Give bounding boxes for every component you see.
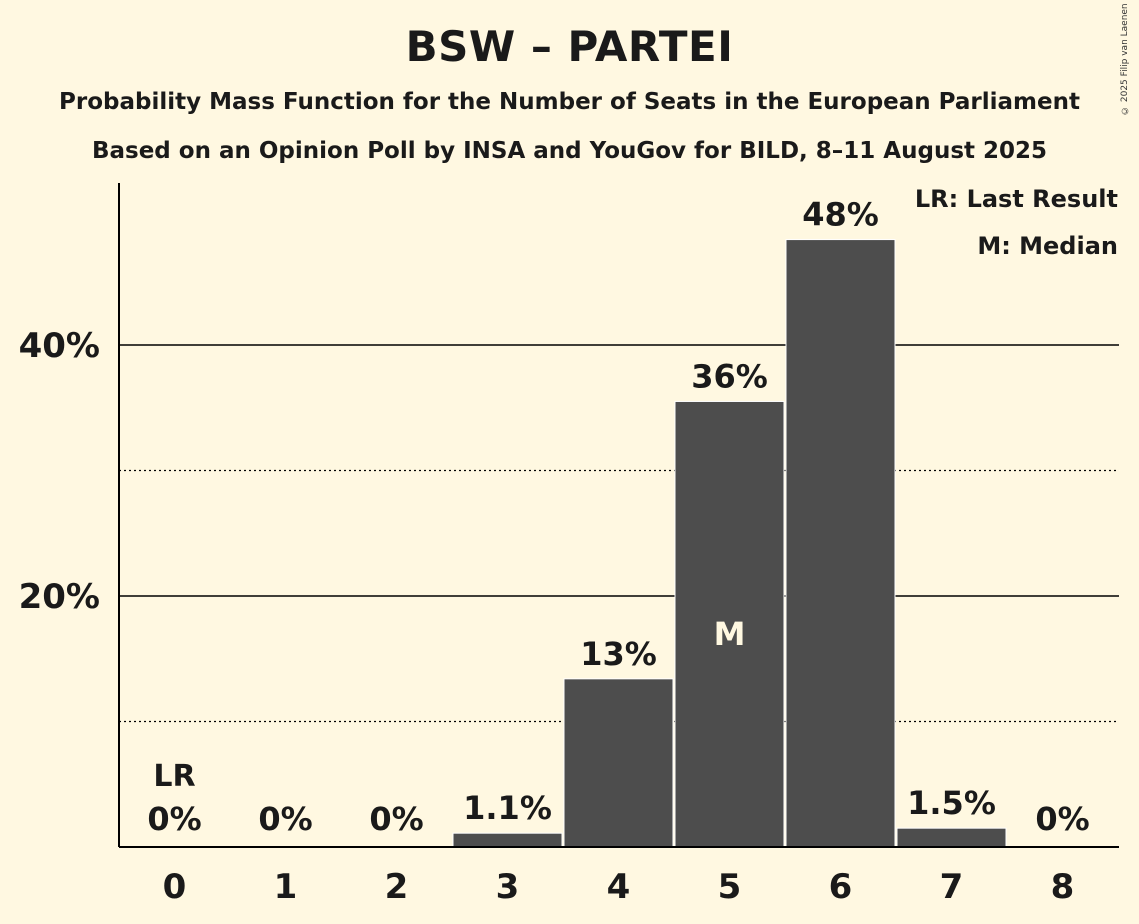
legend-median: M: Median (977, 232, 1118, 260)
x-tick-label: 5 (718, 867, 742, 907)
bar-value-label: 0% (1035, 800, 1089, 838)
bar-value-label: 36% (691, 357, 768, 395)
median-marker: M (714, 615, 746, 653)
x-tick-label: 3 (496, 867, 520, 907)
bar-value-label: 48% (802, 196, 879, 234)
bar-value-label: 0% (369, 800, 423, 838)
x-tick-label: 0 (163, 867, 187, 907)
chart-subtitle: Probability Mass Function for the Number… (59, 89, 1080, 115)
bar-value-label: 1.5% (907, 784, 996, 822)
bar-value-label: 13% (580, 635, 657, 673)
bar-value-label: 0% (147, 800, 201, 838)
chart-title: BSW – PARTEI (405, 22, 734, 71)
y-tick-label: 20% (19, 577, 100, 617)
bar-7 (896, 827, 1007, 848)
bar-value-label: 0% (258, 800, 312, 838)
x-tick-label: 6 (829, 867, 853, 907)
x-tick-label: 8 (1051, 867, 1075, 907)
bar-4 (563, 678, 674, 848)
y-tick-label: 40% (19, 326, 100, 366)
last-result-marker: LR (153, 759, 195, 794)
bar-6 (785, 239, 896, 848)
bar-3 (452, 832, 563, 848)
x-tick-label: 1 (274, 867, 298, 907)
bar-value-label: 1.1% (463, 789, 552, 827)
x-tick-label: 4 (607, 867, 631, 907)
legend-last-result: LR: Last Result (914, 185, 1118, 213)
bar-5 (674, 400, 785, 848)
chart-subtitle-source: Based on an Opinion Poll by INSA and You… (91, 138, 1048, 164)
x-tick-label: 7 (940, 867, 964, 907)
x-tick-label: 2 (385, 867, 409, 907)
